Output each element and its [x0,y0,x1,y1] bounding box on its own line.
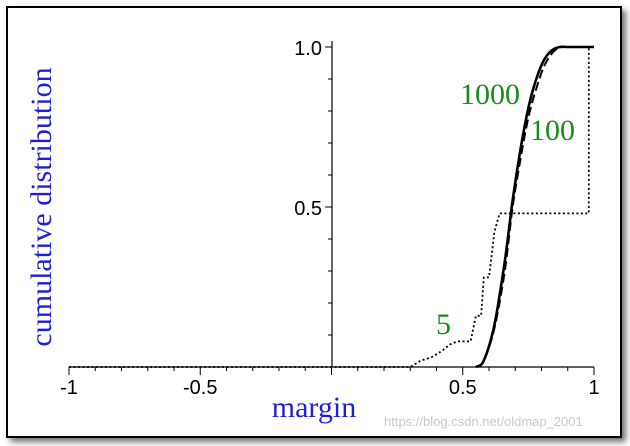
series-line-5 [69,46,594,368]
x-tick-label: -1 [60,377,78,399]
y-tick-label: 1.0 [294,38,322,60]
x-tick-label: 1 [588,377,599,399]
figure-frame [6,6,622,438]
watermark: https://blog.csdn.net/oldmap_2001 [384,414,583,429]
y-axis-title: cumulative distribution [25,67,58,346]
series-layer [69,45,594,369]
series-line-100 [475,45,594,368]
x-axis-title: margin [272,391,356,424]
series-label-100: 100 [530,114,575,147]
series-label-1000: 1000 [460,78,520,111]
y-tick-label: 0.5 [294,198,322,220]
x-tick-label: -0.5 [183,377,217,399]
x-tick-label: 0.5 [449,377,477,399]
labels-layer: 1000 100 5 margin cumulative distribution [25,67,575,424]
series-label-5: 5 [436,308,451,341]
